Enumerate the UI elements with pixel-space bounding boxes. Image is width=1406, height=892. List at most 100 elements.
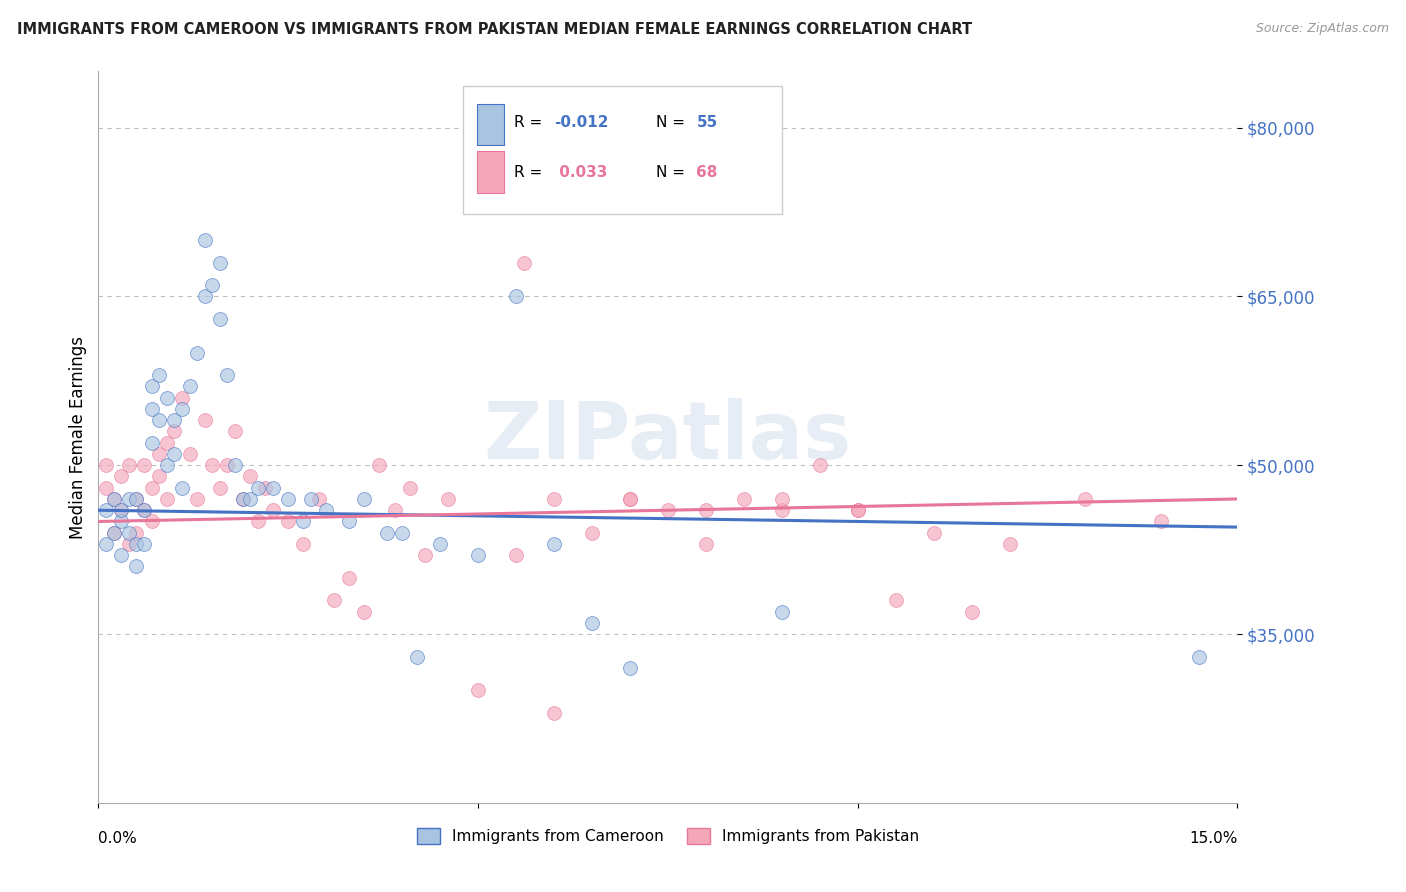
Point [141,379,163,393]
Point [436,491,458,506]
Text: 0.0%: 0.0% [98,831,138,846]
Point [163,413,186,427]
Point [103,525,125,540]
Point [543,706,565,720]
Point [132,503,155,517]
Point [429,537,451,551]
Text: N =: N = [657,165,690,180]
Point [201,458,224,473]
Point [239,469,262,483]
Point [262,503,284,517]
Point [375,525,398,540]
Point [657,503,679,517]
Point [467,683,489,698]
Point [581,525,603,540]
Point [148,447,170,461]
Point [1150,515,1173,529]
Point [353,605,375,619]
Point [186,345,208,359]
Point [103,525,125,540]
Point [224,458,246,473]
Point [1074,491,1097,506]
Point [733,491,755,506]
FancyBboxPatch shape [463,86,782,214]
Point [94,481,117,495]
Point [110,503,132,517]
Text: 55: 55 [696,115,717,130]
FancyBboxPatch shape [477,103,503,145]
Point [353,491,375,506]
Point [125,537,148,551]
Point [232,491,254,506]
Point [337,571,360,585]
Point [695,537,717,551]
Point [246,481,269,495]
Point [125,525,148,540]
Point [208,481,231,495]
Point [1188,649,1211,664]
Point [619,491,641,506]
Point [922,525,945,540]
Point [277,515,299,529]
Y-axis label: Median Female Earnings: Median Female Earnings [69,335,87,539]
Text: N =: N = [657,115,690,130]
Text: -0.012: -0.012 [554,115,609,130]
Point [232,491,254,506]
Point [208,255,231,269]
Point [960,605,983,619]
Point [125,491,148,506]
Point [141,435,163,450]
Point [413,548,436,562]
Point [619,661,641,675]
Point [543,491,565,506]
Text: Source: ZipAtlas.com: Source: ZipAtlas.com [1256,22,1389,36]
Point [148,469,170,483]
Point [156,391,179,405]
Point [148,413,170,427]
Point [770,503,793,517]
Text: 15.0%: 15.0% [1189,831,1237,846]
Point [118,458,141,473]
Point [239,491,262,506]
Point [148,368,170,383]
Point [132,503,155,517]
Point [998,537,1021,551]
Point [110,503,132,517]
Point [391,525,413,540]
Point [315,503,337,517]
Point [846,503,869,517]
Point [94,503,117,517]
Point [505,289,527,303]
Point [299,491,322,506]
Point [118,491,141,506]
Point [619,491,641,506]
Point [384,503,406,517]
Point [512,255,534,269]
Point [156,458,179,473]
Text: IMMIGRANTS FROM CAMEROON VS IMMIGRANTS FROM PAKISTAN MEDIAN FEMALE EARNINGS CORR: IMMIGRANTS FROM CAMEROON VS IMMIGRANTS F… [17,22,972,37]
Point [194,233,217,247]
Point [489,177,512,191]
Point [406,649,429,664]
Point [201,278,224,293]
FancyBboxPatch shape [477,151,503,193]
Point [141,515,163,529]
Point [118,525,141,540]
Point [179,379,201,393]
Point [322,593,344,607]
Point [94,458,117,473]
Point [770,491,793,506]
Point [308,491,330,506]
Point [163,425,186,439]
Point [254,481,277,495]
Point [846,503,869,517]
Point [292,515,315,529]
Point [194,413,217,427]
Point [770,605,793,619]
Point [156,491,179,506]
Point [156,435,179,450]
Point [246,515,269,529]
Point [141,401,163,416]
Point [94,537,117,551]
Point [581,615,603,630]
